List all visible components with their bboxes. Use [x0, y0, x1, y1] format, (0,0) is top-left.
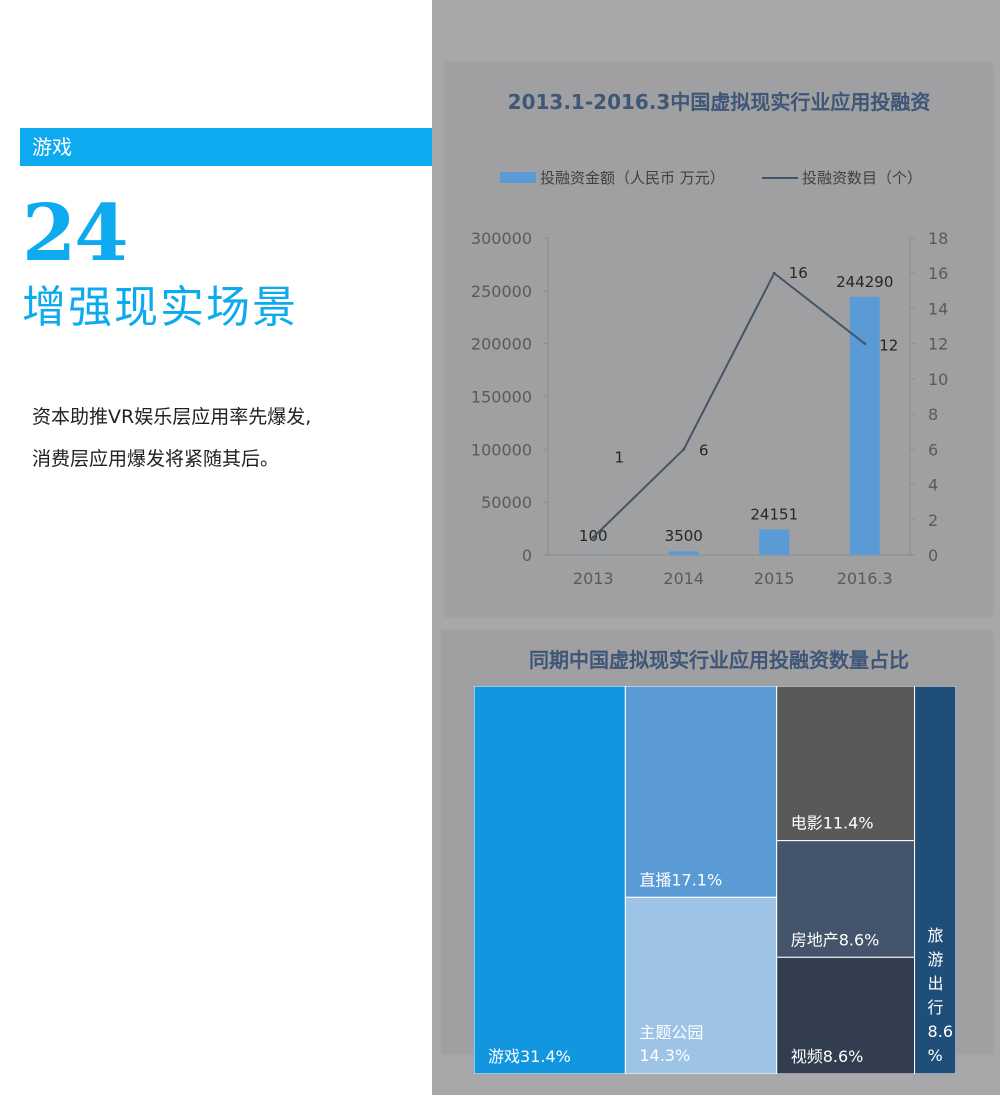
treemap-chart: 游戏31.4% 直播17.1% 主题公园 14.3% 电影11.4% 房地产8.6% 视频8… [474, 686, 956, 1074]
treemap-title: 同期中国虚拟现实行业应用投融资数量占比 [529, 648, 909, 672]
x-tick-label: 2013 [573, 569, 614, 588]
treemap-tile [474, 686, 626, 1074]
y-right-tick-label: 16 [928, 264, 948, 283]
treemap-label-value: 14.3% [639, 1046, 690, 1065]
y-right-tick-label: 18 [928, 229, 948, 248]
y-right-tick-label: 0 [928, 546, 938, 565]
description-line-2: 消费层应用爆发将紧随其后。 [32, 448, 280, 470]
line-data-label: 12 [879, 337, 898, 355]
combo-chart-title: 2013.1-2016.3中国虚拟现实行业应用投融资 [507, 90, 931, 114]
line-point [682, 447, 686, 451]
treemap-label: 旅 [928, 926, 944, 945]
bar-data-label: 244290 [836, 273, 893, 291]
line-point [591, 535, 595, 539]
legend-bar-label: 投融资金额（人民币 万元） [540, 169, 725, 187]
treemap-label: 8.6 [928, 1022, 953, 1041]
y-left-tick-label: 50000 [481, 493, 532, 512]
line-data-label: 1 [614, 448, 624, 466]
y-left-tick-label: 150000 [471, 388, 532, 407]
bar-data-label: 24151 [750, 505, 798, 523]
y-left-tick-label: 200000 [471, 335, 532, 354]
treemap-tile [914, 686, 956, 1074]
treemap-label: 游 [928, 950, 944, 969]
combo-chart-card [445, 62, 993, 617]
treemap-label: 直播17.1% [639, 870, 722, 889]
section-label: 游戏 [20, 128, 432, 166]
page-number: 24 [22, 188, 129, 279]
bar [849, 296, 880, 555]
legend-line-label: 投融资数目（个） [802, 169, 922, 187]
y-left-tick-label: 0 [522, 546, 532, 565]
description-line-1: 资本助推VR娱乐层应用率先爆发, [32, 406, 312, 428]
x-tick-label: 2014 [663, 569, 704, 588]
y-right-tick-label: 8 [928, 405, 938, 424]
treemap-label: 出 [928, 974, 944, 993]
treemap-tile [776, 956, 916, 1074]
x-tick-label: 2015 [754, 569, 795, 588]
line-point [772, 271, 776, 275]
line-point [863, 342, 867, 346]
treemap-label: 房地产8.6% [791, 930, 880, 949]
y-right-tick-label: 4 [928, 476, 938, 495]
y-left-tick-label: 250000 [471, 282, 532, 301]
treemap-label: 游戏31.4% [488, 1047, 571, 1066]
legend-bar-swatch [500, 172, 536, 183]
y-left-tick-label: 300000 [471, 229, 532, 248]
treemap-label: 视频8.6% [791, 1047, 864, 1066]
x-tick-label: 2016.3 [837, 569, 893, 588]
treemap-tile [624, 896, 778, 1074]
bar-data-label: 3500 [665, 527, 703, 545]
line-data-label: 16 [789, 264, 808, 282]
page-title: 增强现实场景 [22, 282, 298, 333]
y-right-tick-label: 10 [928, 370, 948, 389]
y-right-tick-label: 6 [928, 440, 938, 459]
left-panel: 游戏 24 增强现实场景 资本助推VR娱乐层应用率先爆发, 消费层应用爆发将紧随… [0, 0, 432, 1095]
y-right-tick-label: 14 [928, 299, 948, 318]
treemap-label: 电影11.4% [791, 814, 874, 833]
bar [759, 529, 790, 555]
description: 资本助推VR娱乐层应用率先爆发, 消费层应用爆发将紧随其后。 [32, 396, 412, 480]
y-left-tick-label: 100000 [471, 440, 532, 459]
treemap-label: 主题公园 [639, 1023, 703, 1042]
treemap-tile [776, 840, 916, 958]
treemap-tile [624, 686, 778, 898]
y-right-tick-label: 12 [928, 335, 948, 354]
bar [668, 551, 699, 555]
line-data-label: 6 [699, 441, 709, 459]
line-series [592, 271, 866, 539]
treemap-label: % [928, 1046, 943, 1065]
treemap-label: 行 [928, 998, 944, 1017]
treemap-tile [776, 686, 916, 842]
bar [578, 554, 609, 556]
y-right-tick-label: 2 [928, 511, 938, 530]
